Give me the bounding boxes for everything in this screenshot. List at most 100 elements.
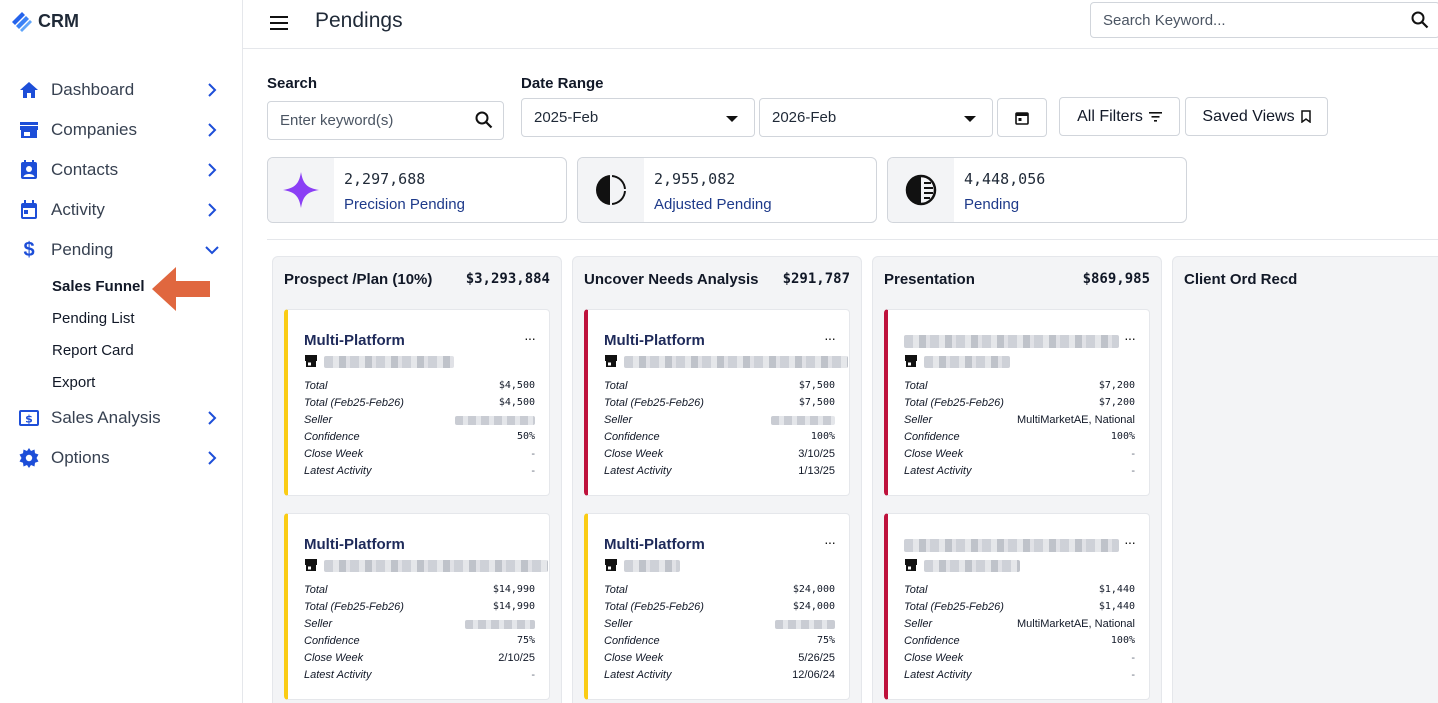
- sidebar-nav: Dashboard Companies Contacts: [0, 70, 242, 478]
- more-options-icon[interactable]: ···: [824, 534, 836, 550]
- field-label: Close Week: [904, 652, 964, 664]
- field-label: Seller: [904, 414, 933, 426]
- keyword-search-input[interactable]: [280, 112, 470, 129]
- deal-card[interactable]: Multi-Platform ··· Total $4,500 Total (Fe…: [284, 309, 550, 496]
- search-icon[interactable]: [1411, 11, 1429, 29]
- field-value: $14,990: [492, 601, 535, 612]
- gear-icon: [18, 447, 40, 469]
- deal-card[interactable]: Multi-Platform ··· Total $7,500 Total (Fe…: [584, 309, 850, 496]
- metric-adjusted-pending: 2,955,082 Adjusted Pending: [577, 157, 877, 223]
- svg-text:$: $: [25, 413, 33, 426]
- sidebar-subitem-export[interactable]: Export: [52, 373, 96, 391]
- field-value: 2/10/25: [498, 652, 535, 664]
- date-from-select[interactable]: 2025-Feb: [521, 98, 755, 137]
- field-value: $14,990: [492, 584, 535, 595]
- bookmark-icon: [1300, 110, 1311, 123]
- column-total: $291,787: [782, 271, 850, 287]
- redacted-company: [924, 356, 1010, 368]
- deal-title: Multi-Platform: [304, 332, 405, 349]
- store-icon: [305, 355, 317, 367]
- field-label: Total (Feb25-Feb26): [604, 601, 704, 613]
- field-label: Total (Feb25-Feb26): [304, 397, 404, 409]
- chevron-right-icon: [208, 411, 217, 425]
- column-header: Presentation $869,985: [884, 271, 1150, 291]
- more-options-icon[interactable]: ···: [1124, 534, 1136, 550]
- calendar-picker-button[interactable]: [997, 98, 1047, 137]
- field-label: Confidence: [304, 635, 360, 647]
- field-value: 50%: [516, 431, 535, 442]
- more-options-icon[interactable]: ···: [1124, 330, 1136, 346]
- column-header: Prospect /Plan (10%) $3,293,884: [284, 271, 550, 291]
- store-icon: [905, 355, 917, 367]
- deal-fields: Total $7,500 Total (Feb25-Feb26) $7,500 Se…: [604, 378, 835, 480]
- field-label: Total: [904, 584, 928, 596]
- all-filters-button[interactable]: All Filters: [1059, 97, 1180, 136]
- date-range-label: Date Range: [521, 75, 604, 92]
- field-value: $24,000: [792, 601, 835, 612]
- field-label: Close Week: [604, 652, 664, 664]
- sidebar-item-pending[interactable]: $ Pending: [0, 230, 242, 270]
- field-value: -: [1131, 652, 1135, 664]
- redacted-company: [624, 560, 680, 572]
- more-options-icon[interactable]: ···: [824, 330, 836, 346]
- funnel-column-uncover-needs: Uncover Needs Analysis $291,787 Multi-Pl…: [572, 256, 862, 703]
- deal-fields: Total $14,990 Total (Feb25-Feb26) $14,990 …: [304, 582, 535, 684]
- field-label: Latest Activity: [304, 465, 372, 477]
- annotation-arrow-icon: [152, 267, 210, 311]
- deal-card[interactable]: ··· Total $7,200 Total (Feb25-Feb26) $7,20…: [884, 309, 1150, 496]
- calendar-icon: [1015, 111, 1029, 125]
- contact-card-icon: [18, 159, 40, 181]
- field-value: -: [531, 448, 535, 460]
- field-label: Total: [304, 584, 328, 596]
- caret-down-icon: [964, 116, 976, 122]
- sidebar-item-companies[interactable]: Companies: [0, 110, 242, 150]
- search-icon[interactable]: [475, 111, 493, 129]
- sidebar-subitem-report-card[interactable]: Report Card: [52, 341, 134, 359]
- metric-pending: 4,448,056 Pending: [887, 157, 1187, 223]
- more-options-icon[interactable]: ···: [524, 330, 536, 346]
- section-divider: [267, 239, 1438, 240]
- field-value: MultiMarketAE, National: [1017, 618, 1135, 630]
- field-value: 75%: [816, 635, 835, 646]
- store-icon: [305, 559, 317, 571]
- global-search-input[interactable]: [1103, 10, 1393, 30]
- field-value: $7,200: [1098, 397, 1135, 408]
- deal-card[interactable]: Multi-Platform ··· Total $24,000 Total (F…: [584, 513, 850, 700]
- sidebar-subitem-pending-list[interactable]: Pending List: [52, 309, 135, 327]
- deal-card[interactable]: Multi-Platform Total $14,990 Total (Feb25…: [284, 513, 550, 700]
- store-icon: [905, 559, 917, 571]
- dollar-icon: $: [23, 238, 35, 261]
- field-label: Seller: [304, 414, 333, 426]
- saved-views-label: Saved Views: [1202, 107, 1295, 125]
- redacted-deal-title: [904, 335, 1119, 348]
- metric-value: 4,448,056: [964, 170, 1046, 188]
- brand-logo[interactable]: CRM: [10, 10, 79, 32]
- deal-title: Multi-Platform: [604, 332, 705, 349]
- funnel-column-prospect: Prospect /Plan (10%) $3,293,884 Multi-Pl…: [272, 256, 562, 703]
- hamburger-menu-icon[interactable]: [267, 12, 293, 34]
- column-header: Uncover Needs Analysis $291,787: [584, 271, 850, 291]
- sidebar-item-options[interactable]: Options: [0, 438, 242, 478]
- field-label: Seller: [304, 618, 333, 630]
- sidebar: CRM Dashboard Companies C: [0, 0, 243, 703]
- field-value: -: [1131, 669, 1135, 681]
- sidebar-item-label: Contacts: [51, 160, 119, 179]
- field-value: 5/26/25: [798, 652, 835, 664]
- field-label: Total (Feb25-Feb26): [604, 397, 704, 409]
- saved-views-button[interactable]: Saved Views: [1185, 97, 1328, 136]
- chevron-right-icon: [208, 203, 217, 217]
- funnel-column-client-ord-recd: Client Ord Recd: [1172, 256, 1438, 703]
- deal-title: Multi-Platform: [604, 536, 705, 553]
- sidebar-item-label: Pending: [51, 240, 114, 259]
- sidebar-item-contacts[interactable]: Contacts: [0, 150, 242, 190]
- sidebar-item-activity[interactable]: Activity: [0, 190, 242, 230]
- redacted-company: [924, 560, 1020, 572]
- sidebar-subitem-sales-funnel[interactable]: Sales Funnel: [52, 277, 145, 295]
- sidebar-item-dashboard[interactable]: Dashboard: [0, 70, 242, 110]
- date-to-select[interactable]: 2026-Feb: [759, 98, 993, 137]
- sidebar-item-sales-analysis[interactable]: $ Sales Analysis: [0, 398, 242, 438]
- deal-card[interactable]: ··· Total $1,440 Total (Feb25-Feb26) $1,44…: [884, 513, 1150, 700]
- field-label: Seller: [904, 618, 933, 630]
- field-label: Close Week: [304, 448, 364, 460]
